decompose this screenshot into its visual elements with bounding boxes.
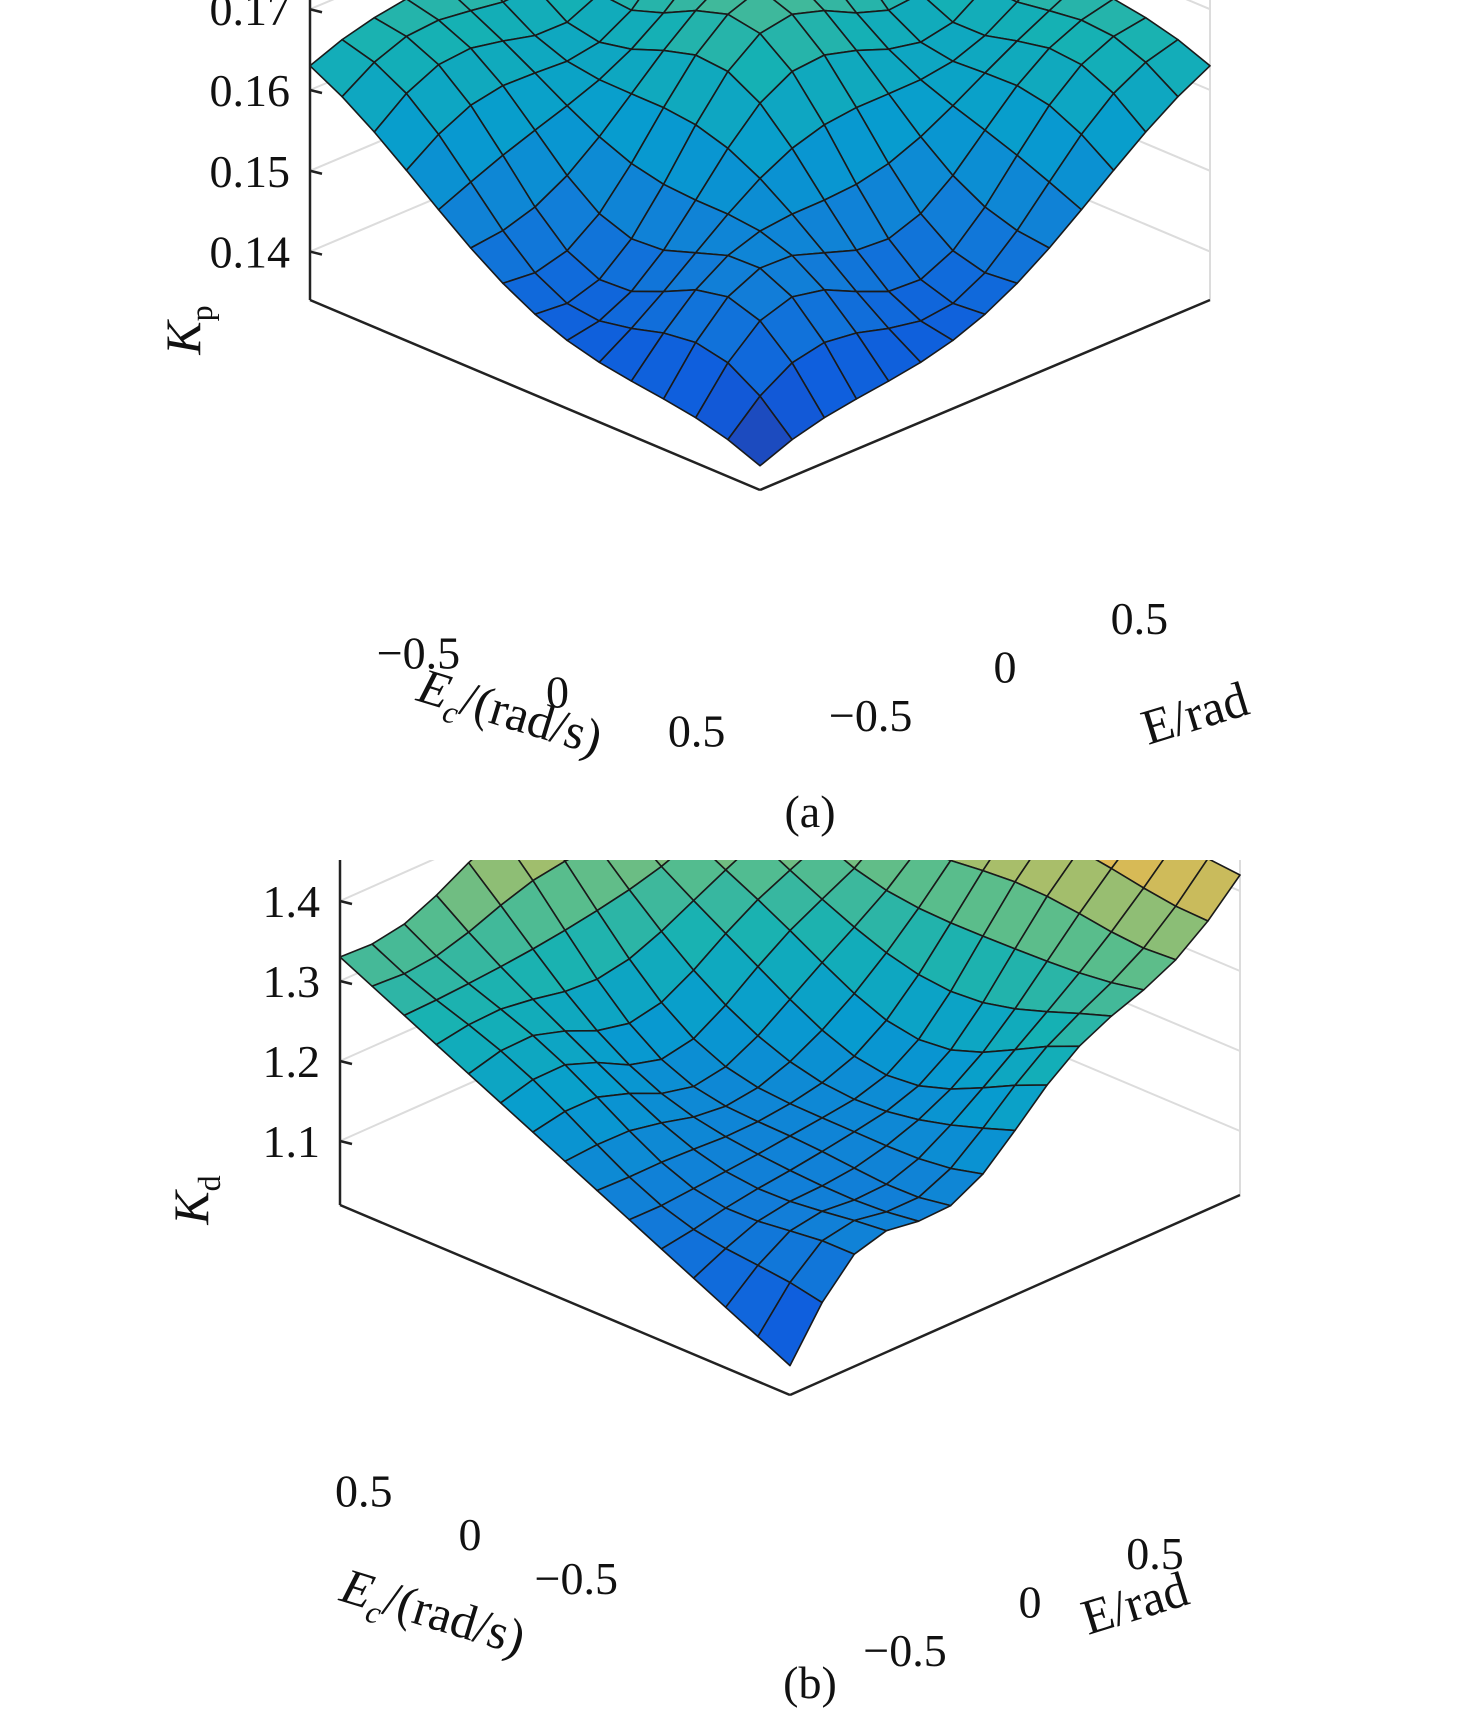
panel-caption: (a) bbox=[784, 786, 835, 837]
z-tick-label: 1.1 bbox=[263, 1116, 321, 1167]
surface-patch bbox=[727, 395, 793, 467]
z-tick-mark bbox=[309, 250, 323, 256]
x-axis-label: Ec/(rad/s) bbox=[331, 1557, 532, 1674]
z-tick-mark bbox=[339, 1139, 353, 1146]
y-axis-label: E/rad bbox=[1135, 670, 1255, 755]
z-tick-mark bbox=[309, 88, 323, 95]
x-tick-labels: 0.5 0 −0.5 bbox=[335, 1465, 618, 1604]
axis-tick-label: 0.5 bbox=[335, 1465, 393, 1516]
chart-panel-b: 1.4 1.3 1.2 1.1 0.5 0 −0.5 −0.5 0 0.5 Kd Ec/(ra… bbox=[0, 644, 1476, 1723]
z-tick-label: 1.2 bbox=[263, 1036, 321, 1087]
x-axis-line bbox=[309, 298, 761, 492]
panel-caption: (b) bbox=[783, 1657, 837, 1708]
axis-tick-label: 0 bbox=[459, 1509, 482, 1560]
z-tick-mark bbox=[339, 979, 353, 986]
y-tick-labels: 0.5 0 −0.5 bbox=[829, 593, 1168, 741]
z-tick-labels: 1.4 1.3 1.2 1.1 bbox=[263, 876, 353, 1167]
z-tick-mark bbox=[309, 169, 323, 175]
axis-tick-label: 0.5 bbox=[1111, 593, 1169, 644]
x-axis-line bbox=[339, 1203, 791, 1397]
z-tick-label: 0.17 bbox=[210, 0, 291, 35]
y-tick-labels: −0.5 0 0.5 bbox=[863, 1528, 1183, 1676]
axis-tick-label: 0 bbox=[546, 667, 569, 718]
x-axis-label: Ec/(rad/s) bbox=[408, 657, 609, 774]
z-tick-mark bbox=[309, 8, 323, 14]
axis-tick-label: −0.5 bbox=[863, 1625, 946, 1676]
y-axis-line bbox=[789, 1193, 1241, 1397]
z-tick-label: 0.15 bbox=[210, 146, 291, 197]
z-tick-mark bbox=[339, 899, 353, 906]
x-tick-labels: −0.5 0 0.5 bbox=[377, 627, 726, 756]
surface bbox=[309, 0, 1211, 467]
axes-lines bbox=[338, 845, 1241, 1397]
surface bbox=[339, 644, 1241, 1367]
axis-tick-label: 0.5 bbox=[668, 706, 726, 757]
z-tick-label: 1.4 bbox=[263, 876, 321, 927]
chart-panel-a: 0.180.170.160.150.14 −0.500.5 0.50−0.5 K… bbox=[0, 0, 1476, 860]
axis-tick-label: 0 bbox=[994, 642, 1017, 693]
z-axis-label: Kp bbox=[155, 305, 219, 355]
axis-tick-label: 0.5 bbox=[1126, 1528, 1184, 1579]
axis-tick-label: −0.5 bbox=[829, 690, 912, 741]
y-axis-label: E/rad bbox=[1075, 1560, 1195, 1645]
z-tick-label: 0.14 bbox=[210, 227, 291, 278]
z-tick-label: 0.16 bbox=[210, 65, 291, 116]
z-tick-mark bbox=[339, 1059, 353, 1066]
surface-patch bbox=[757, 1281, 823, 1367]
axis-tick-label: −0.5 bbox=[377, 627, 460, 678]
surface-plot-a: 0.180.170.160.150.14 −0.500.5 0.50−0.5 K… bbox=[155, 0, 1255, 837]
axis-tick-label: −0.5 bbox=[535, 1553, 618, 1604]
z-tick-label: 1.3 bbox=[263, 956, 321, 1007]
z-axis-label: Kd bbox=[163, 1175, 227, 1225]
axis-tick-label: 0 bbox=[1019, 1577, 1042, 1628]
surface-plot-b: 1.4 1.3 1.2 1.1 0.5 0 −0.5 −0.5 0 0.5 Kd Ec/(ra… bbox=[163, 644, 1241, 1708]
y-axis-line bbox=[759, 298, 1211, 492]
z-tick-labels: 0.180.170.160.150.14 bbox=[210, 0, 323, 278]
